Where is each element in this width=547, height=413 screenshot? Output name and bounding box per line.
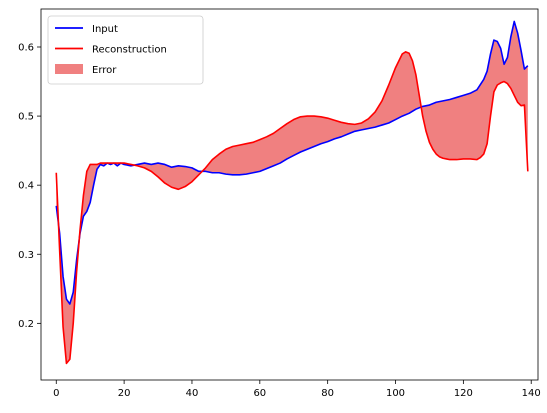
x-tick-label: 40: [186, 388, 199, 399]
series-line-input: [55, 20, 529, 305]
legend-box: [47, 15, 204, 85]
x-tick-label: 0: [53, 388, 59, 399]
legend-label-error: Error: [92, 65, 117, 76]
x-tick-label: 60: [253, 388, 266, 399]
x-tick-label: 120: [454, 388, 473, 399]
series-layer: [55, 20, 529, 365]
x-tick-label: 140: [522, 388, 541, 399]
x-tick-label: 80: [321, 388, 334, 399]
y-axis: 0.2 0.3 0.4 0.5 0.6: [18, 42, 41, 330]
legend-swatch-error: [55, 64, 83, 74]
x-axis: 0 20 40 60 80 100 120 140: [53, 380, 541, 399]
axes-frame: [40, 8, 539, 381]
x-tick-label: 20: [118, 388, 131, 399]
error-fill-layer: [56, 21, 528, 364]
legend-label-input: Input: [92, 24, 118, 35]
legend: Input Reconstruction Error: [47, 15, 204, 85]
y-tick-label: 0.6: [18, 42, 34, 53]
error-area: [56, 21, 528, 364]
series-line-reconstruction: [55, 51, 529, 365]
y-tick-label: 0.5: [18, 112, 34, 123]
y-tick-label: 0.4: [18, 181, 34, 192]
y-tick-label: 0.3: [18, 250, 34, 261]
y-tick-label: 0.2: [18, 319, 34, 330]
legend-label-reconstruction: Reconstruction: [92, 45, 167, 56]
x-tick-label: 100: [386, 388, 405, 399]
